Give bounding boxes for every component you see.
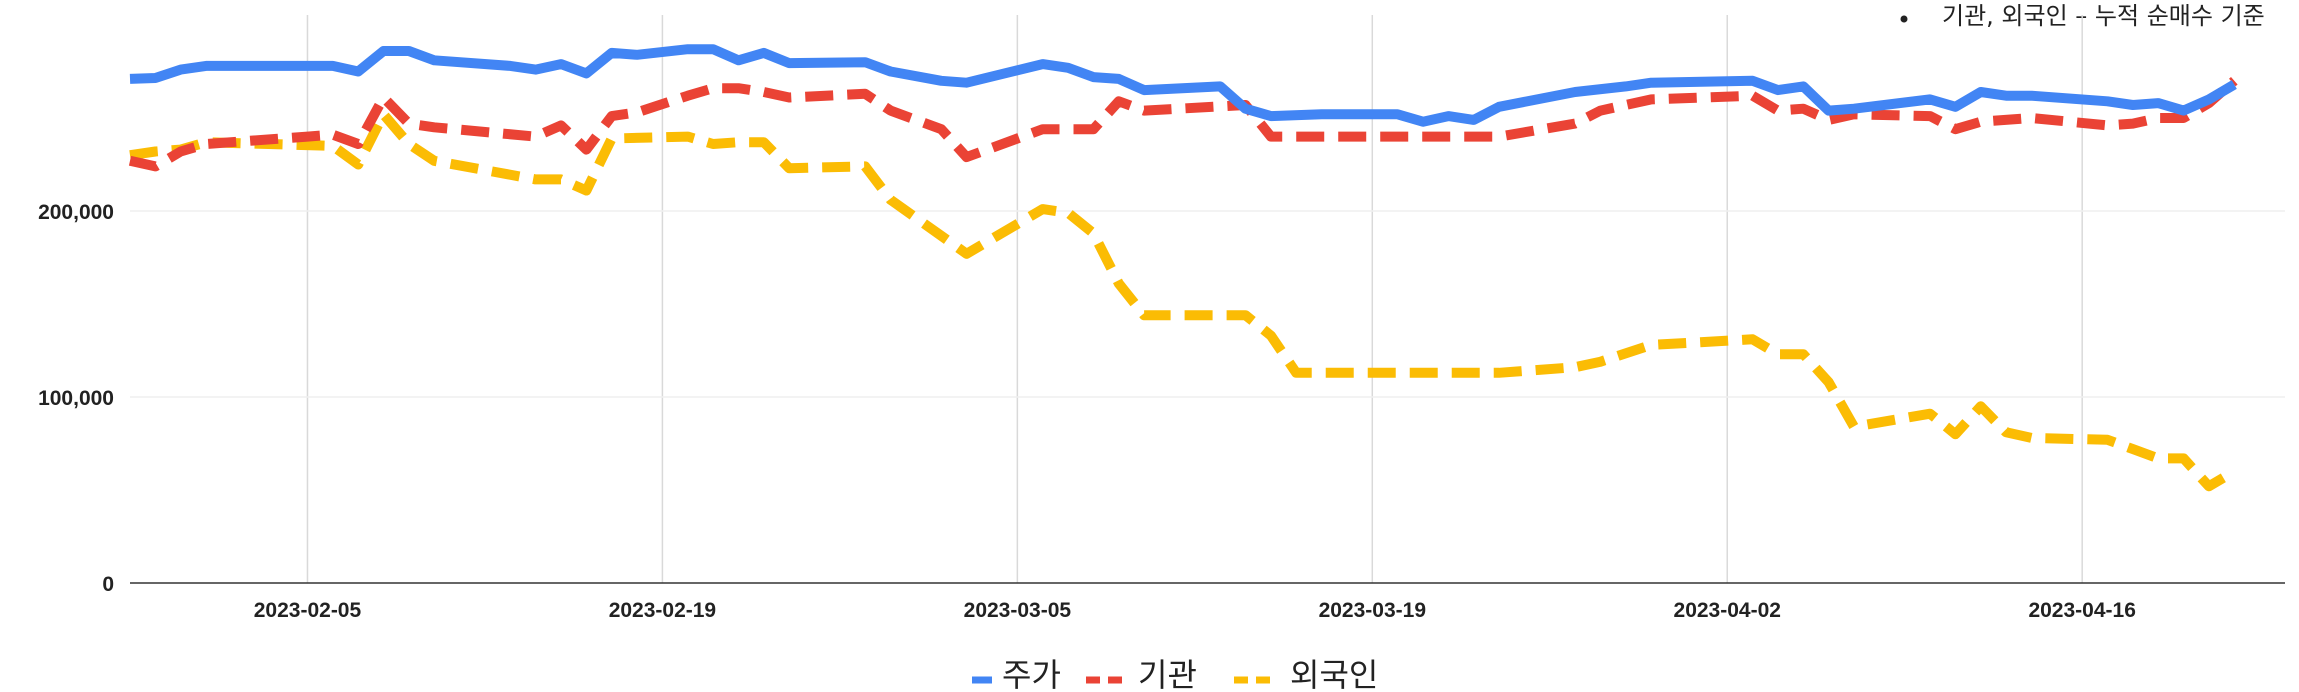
y-tick-label: 100,000 [38,387,114,410]
x-tick-label: 2023-02-19 [609,599,716,622]
y-tick-label: 200,000 [38,201,114,224]
legend-label: 주가 [1002,656,1061,692]
chart-note: 기관, 외국인 – 누적 순매수 기준 [1900,2,2265,30]
axes: 2023-02-05 2023-02-19 2023-03-05 2023-03-19… [38,201,2285,622]
series-layer [128,44,2238,492]
legend-item-2: 외국인 [1234,656,1378,692]
series-line-0 [129,44,2237,127]
x-tick-label: 2023-03-05 [964,599,1072,622]
note-bullet [1900,15,1908,23]
legend: 주가 기관 외국인 [972,656,1378,692]
note-text: 기관, 외국인 – 누적 순매수 기준 [1942,2,2265,30]
y-tick-label: 0 [102,573,114,596]
series-line-2 [129,109,2237,492]
series-line-1 [128,77,2238,172]
legend-item-0: 주가 [972,656,1061,692]
x-tick-label: 2023-04-16 [2028,599,2135,622]
x-tick-label: 2023-02-05 [254,599,362,622]
x-tick-label: 2023-03-19 [1319,599,1426,622]
x-tick-label: 2023-04-02 [1674,599,1781,622]
legend-item-1: 기관 [1086,656,1197,692]
legend-label: 기관 [1138,656,1197,692]
gridlines [130,15,2285,583]
legend-label: 외국인 [1290,656,1378,692]
